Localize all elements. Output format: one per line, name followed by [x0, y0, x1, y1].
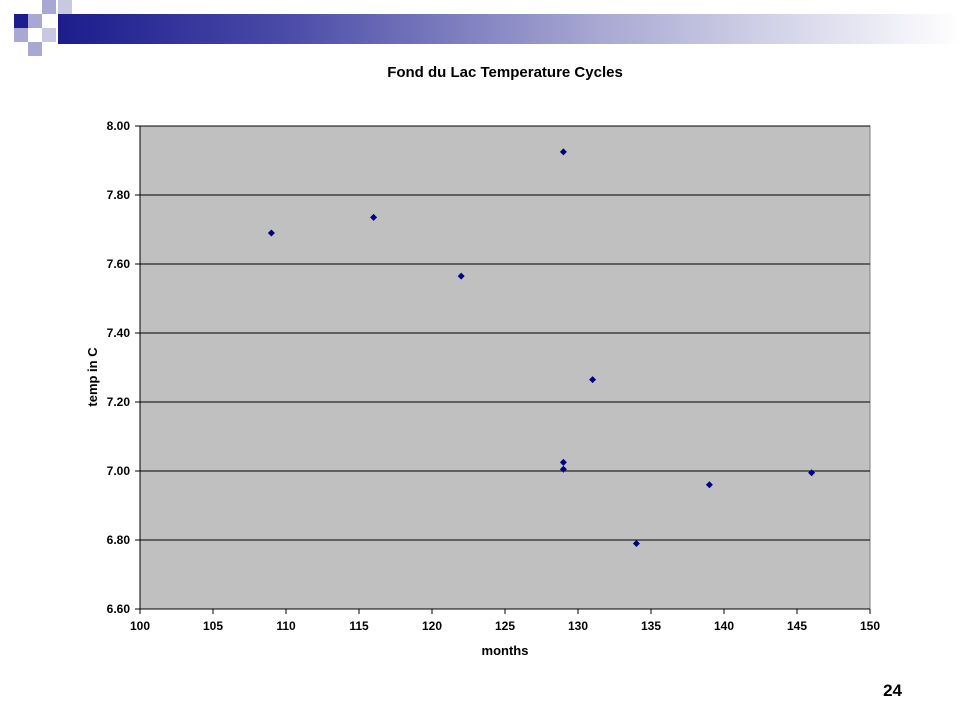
- y-tick-label: 6.80: [107, 533, 131, 547]
- header-gradient-bar: [58, 14, 960, 44]
- data-point: [559, 465, 567, 473]
- x-tick-label: 150: [860, 619, 880, 633]
- data-point: [559, 458, 567, 466]
- data-point: [808, 469, 816, 477]
- decor-square-light: [14, 28, 28, 42]
- data-point: [267, 229, 275, 237]
- x-tick-label: 115: [349, 619, 369, 633]
- y-tick-label: 7.80: [107, 188, 131, 202]
- y-tick-labels: 6.60 6.80 7.00 7.20 7.40 7.60 7.80 8.00: [107, 119, 131, 616]
- decor-square-light: [58, 0, 72, 14]
- x-tick-label: 135: [641, 619, 661, 633]
- x-tick-label: 110: [276, 619, 296, 633]
- x-tick-label: 125: [495, 619, 515, 633]
- y-tick-label: 8.00: [107, 119, 131, 133]
- slide-header-decoration: [0, 0, 960, 60]
- x-tick-labels: 100 105 110 115 120 125 130 135 140 145 150: [130, 619, 880, 633]
- decor-square-dark: [14, 14, 28, 28]
- data-points: [267, 148, 816, 547]
- decor-square-light: [28, 14, 42, 28]
- y-tick-label: 6.60: [107, 602, 131, 616]
- data-point: [370, 213, 378, 221]
- x-tick-label: 145: [787, 619, 807, 633]
- chart-title: Fond du Lac Temperature Cycles: [387, 64, 623, 81]
- y-axis-label: temp in C: [85, 347, 100, 407]
- x-tick-label: 130: [568, 619, 588, 633]
- x-tick-label: 140: [714, 619, 734, 633]
- y-tick-label: 7.40: [107, 326, 131, 340]
- data-point: [559, 148, 567, 156]
- decor-square-light: [42, 0, 56, 14]
- page-number: 24: [883, 681, 902, 700]
- x-axis-label: months: [482, 643, 529, 658]
- data-point: [632, 539, 640, 547]
- data-point: [589, 376, 597, 384]
- plot-area: [139, 125, 871, 610]
- data-point: [705, 481, 713, 489]
- data-point: [457, 272, 465, 280]
- y-tick-label: 7.00: [107, 464, 131, 478]
- y-tick-label: 7.20: [107, 395, 131, 409]
- x-tick-label: 105: [203, 619, 223, 633]
- decor-square-light: [42, 28, 56, 42]
- decor-square-light: [28, 42, 42, 56]
- x-tick-label: 100: [130, 619, 150, 633]
- x-tick-label: 120: [422, 619, 442, 633]
- y-tick-label: 7.60: [107, 257, 131, 271]
- axes: [135, 125, 871, 614]
- gridlines: [140, 125, 870, 541]
